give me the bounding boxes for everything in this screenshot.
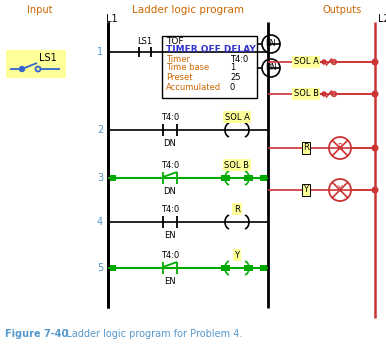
Circle shape	[372, 145, 378, 151]
Text: Y: Y	[303, 186, 308, 195]
Text: R: R	[234, 205, 240, 214]
Text: L2: L2	[378, 14, 386, 24]
Text: 0: 0	[230, 83, 235, 93]
Text: 25: 25	[230, 73, 240, 82]
Circle shape	[20, 67, 24, 71]
Text: Y: Y	[338, 186, 342, 195]
Text: TOF: TOF	[166, 38, 183, 46]
FancyBboxPatch shape	[162, 36, 257, 98]
Text: LS1: LS1	[137, 37, 152, 45]
Text: R: R	[337, 144, 343, 152]
Text: 5: 5	[97, 263, 103, 273]
Circle shape	[372, 59, 378, 65]
Text: Timer: Timer	[166, 55, 190, 63]
Circle shape	[322, 60, 326, 64]
Text: 1: 1	[97, 47, 103, 57]
Text: T4:0: T4:0	[230, 55, 248, 63]
Text: Time base: Time base	[166, 63, 209, 73]
FancyBboxPatch shape	[244, 175, 253, 181]
Text: 1: 1	[230, 63, 235, 73]
Circle shape	[372, 187, 378, 193]
Text: Y: Y	[235, 251, 239, 259]
Text: T4:0: T4:0	[161, 113, 179, 122]
Text: T4:0: T4:0	[161, 206, 179, 214]
FancyBboxPatch shape	[221, 265, 230, 271]
Text: Preset: Preset	[166, 73, 193, 82]
Text: DN: DN	[265, 63, 277, 73]
Text: R: R	[303, 144, 309, 152]
Text: SOL B: SOL B	[225, 161, 249, 170]
Text: 4: 4	[97, 217, 103, 227]
Text: EN: EN	[164, 277, 176, 285]
Text: T4:0: T4:0	[161, 251, 179, 260]
FancyBboxPatch shape	[244, 265, 253, 271]
Text: SOL A: SOL A	[294, 57, 318, 67]
Text: Input: Input	[27, 5, 53, 15]
Text: EN: EN	[266, 39, 276, 49]
Text: Outputs: Outputs	[322, 5, 362, 15]
Text: Ladder logic program: Ladder logic program	[132, 5, 244, 15]
Text: Ladder logic program for Problem 4.: Ladder logic program for Problem 4.	[60, 329, 242, 339]
Text: DN: DN	[164, 138, 176, 147]
Circle shape	[322, 92, 326, 96]
Text: T4:0: T4:0	[161, 162, 179, 170]
FancyBboxPatch shape	[6, 50, 66, 78]
Text: Figure 7-40: Figure 7-40	[5, 329, 68, 339]
FancyBboxPatch shape	[260, 265, 269, 271]
FancyBboxPatch shape	[107, 265, 116, 271]
Text: SOL A: SOL A	[225, 113, 249, 121]
Text: SOL B: SOL B	[293, 89, 318, 99]
FancyBboxPatch shape	[107, 175, 116, 181]
Text: EN: EN	[164, 231, 176, 239]
Circle shape	[372, 91, 378, 97]
Text: LS1: LS1	[39, 53, 57, 63]
Text: 3: 3	[97, 173, 103, 183]
Text: DN: DN	[164, 187, 176, 195]
FancyBboxPatch shape	[221, 175, 230, 181]
Text: L1: L1	[106, 14, 118, 24]
Text: Accumulated: Accumulated	[166, 83, 221, 93]
Text: TIMER OFF DELAY: TIMER OFF DELAY	[166, 45, 256, 55]
FancyBboxPatch shape	[260, 175, 269, 181]
Text: 2: 2	[97, 125, 103, 135]
